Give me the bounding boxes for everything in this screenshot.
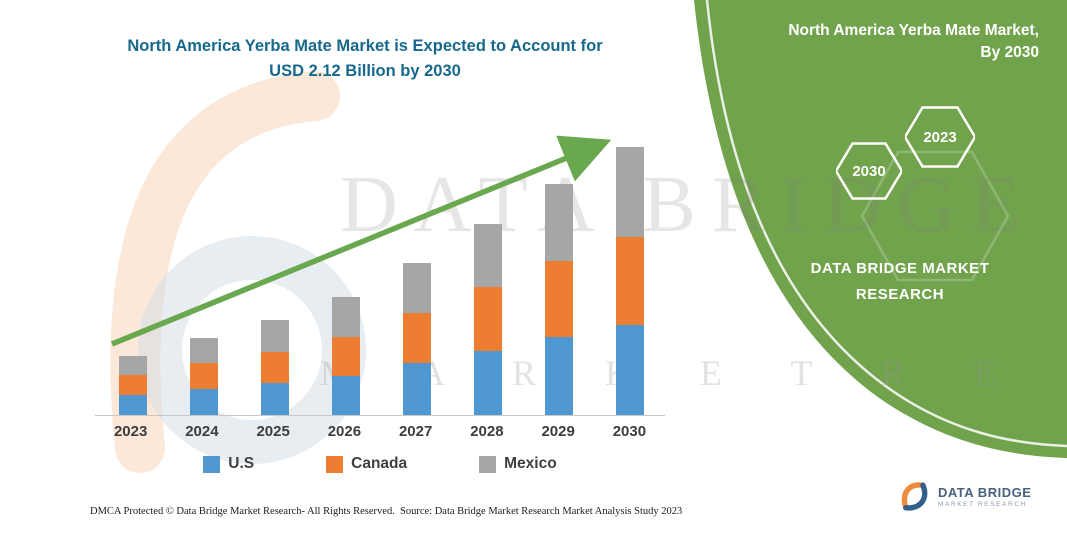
bar-segment-us-2027 [403, 363, 431, 415]
bar-segment-us-2029 [545, 336, 573, 415]
company-logo-title: DATA BRIDGE [938, 484, 1032, 500]
bar-segment-canada-2026 [332, 336, 360, 376]
watermark-text-market-research: M A R K E T R E S E A R C H [320, 353, 1067, 393]
bar-segment-mexico-2027 [403, 263, 431, 313]
company-logo: DATA BRIDGE MARKET RESEARCH [895, 478, 1031, 514]
panel-brand-text: DATA BRIDGE MARKET RESEARCH [775, 256, 1025, 307]
chart-title-line1: North America Yerba Mate Market is Expec… [127, 37, 603, 55]
x-axis-label-2030: 2030 [612, 423, 647, 440]
hexagon-2023: 2023 [905, 106, 975, 168]
x-axis-label-2028: 2028 [470, 423, 504, 440]
footer-source-text: Source: Data Bridge Market Research Mark… [400, 506, 683, 517]
legend-item-us: U.S [203, 455, 254, 473]
stacked-bar-2023 [119, 355, 147, 415]
bar-segment-canada-2028 [474, 287, 502, 351]
green-side-panel [694, 0, 1067, 458]
bar-segment-us-2023 [119, 394, 147, 415]
bar-segment-canada-2029 [545, 260, 573, 337]
legend-swatch-canada [326, 455, 344, 473]
x-axis-label-2029: 2029 [541, 423, 575, 440]
chart-title-line2: USD 2.12 Billion by 2030 [269, 61, 461, 80]
legend-label-canada: Canada [351, 455, 408, 472]
panel-brand-line1: DATA BRIDGE MARKET [810, 260, 990, 277]
bar-segment-us-2026 [332, 375, 360, 415]
bar-segment-canada-2027 [403, 312, 431, 364]
legend-swatch-mexico [479, 455, 497, 473]
legend-swatch-us [203, 455, 221, 473]
bar-segment-mexico-2026 [332, 297, 360, 337]
bar-segment-canada-2023 [119, 374, 147, 395]
x-axis-label-2026: 2026 [327, 423, 362, 440]
bar-segment-canada-2025 [261, 351, 289, 384]
bar-segment-mexico-2024 [190, 337, 218, 364]
bar-segment-canada-2030 [616, 236, 644, 326]
legend-label-mexico: Mexico [504, 455, 557, 472]
legend: U.S Canada Mexico [95, 455, 665, 473]
bar-segment-us-2030 [616, 325, 644, 415]
legend-label-us: U.S [228, 455, 255, 472]
bar-segment-us-2025 [261, 383, 289, 415]
panel-accent-curve [705, 0, 1067, 448]
stacked-bar-2028 [474, 224, 502, 415]
x-axis-label-2024: 2024 [185, 423, 219, 440]
bar-segment-mexico-2029 [545, 183, 573, 261]
x-axis-labels: 2023 2024 2025 2026 2027 2028 2029 2030 [95, 423, 665, 440]
hexagon-2030-label: 2030 [852, 162, 886, 180]
x-axis-label-2023: 2023 [113, 423, 148, 440]
bar-segment-canada-2024 [190, 363, 218, 389]
bar-segment-mexico-2023 [119, 355, 147, 375]
panel-heading-line2: By 2030 [980, 43, 1039, 61]
bar-segment-us-2024 [190, 388, 218, 415]
panel-brand-line2: RESEARCH [855, 285, 945, 303]
panel-heading: North America Yerba Mate Market, By 2030 [709, 20, 1039, 63]
hexagon-2030: 2030 [836, 142, 902, 200]
bar-segment-us-2028 [474, 350, 502, 415]
chart-title: North America Yerba Mate Market is Expec… [105, 34, 625, 84]
footer-dmca-text: DMCA Protected © Data Bridge Market Rese… [90, 506, 395, 517]
stacked-bar-2026 [332, 297, 360, 415]
x-axis-label-2027: 2027 [398, 423, 433, 440]
company-logo-icon [901, 482, 928, 511]
faint-hexagon-decoration [860, 150, 1010, 282]
legend-item-canada: Canada [326, 455, 407, 473]
panel-heading-line1: North America Yerba Mate Market, [788, 22, 1039, 39]
stacked-bar-2029 [545, 183, 573, 415]
bar-segment-mexico-2028 [474, 224, 502, 288]
hexagon-2023-label: 2023 [923, 128, 957, 146]
stacked-bar-2024 [190, 337, 218, 415]
bar-segment-mexico-2030 [616, 146, 644, 237]
stacked-bar-2030 [616, 146, 644, 415]
stacked-bar-2027 [403, 263, 431, 415]
legend-item-mexico: Mexico [479, 455, 557, 473]
bar-segment-mexico-2025 [261, 320, 289, 352]
company-logo-subtitle: MARKET RESEARCH [938, 500, 1027, 508]
x-axis-label-2025: 2025 [256, 423, 290, 440]
stacked-bar-2025 [261, 320, 289, 415]
plot-area [95, 140, 665, 416]
